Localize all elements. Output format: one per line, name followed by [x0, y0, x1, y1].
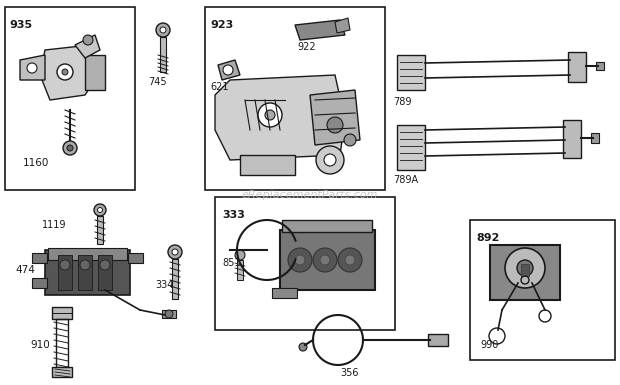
Text: 333: 333 — [222, 210, 245, 220]
Bar — [428, 334, 448, 346]
Circle shape — [60, 260, 70, 270]
Text: 621: 621 — [210, 82, 229, 92]
Text: 789A: 789A — [393, 175, 418, 185]
Bar — [397, 55, 425, 90]
Bar — [568, 52, 586, 82]
Circle shape — [324, 154, 336, 166]
Circle shape — [27, 63, 37, 73]
Polygon shape — [295, 20, 345, 40]
Bar — [237, 260, 243, 280]
Polygon shape — [20, 55, 45, 80]
Bar — [5, 7, 135, 190]
Circle shape — [172, 249, 178, 255]
Bar — [160, 37, 166, 72]
Circle shape — [80, 260, 90, 270]
Bar — [490, 245, 560, 300]
Text: 923: 923 — [210, 20, 233, 30]
Bar — [282, 220, 372, 232]
Bar — [78, 255, 92, 290]
Circle shape — [327, 117, 343, 133]
Circle shape — [67, 145, 73, 151]
Bar — [397, 125, 425, 170]
Polygon shape — [310, 90, 360, 145]
Bar — [470, 220, 615, 360]
Circle shape — [299, 343, 307, 351]
Circle shape — [288, 248, 312, 272]
Circle shape — [165, 310, 173, 318]
Text: 356: 356 — [340, 368, 358, 378]
Polygon shape — [218, 60, 240, 80]
Bar — [98, 255, 112, 290]
Circle shape — [100, 260, 110, 270]
Bar — [591, 133, 599, 143]
Bar — [280, 230, 375, 290]
Circle shape — [313, 248, 337, 272]
Circle shape — [57, 64, 73, 80]
Circle shape — [160, 27, 166, 33]
Bar — [205, 7, 385, 190]
Bar — [56, 319, 68, 367]
Text: 892: 892 — [476, 233, 499, 243]
Circle shape — [62, 69, 68, 75]
Polygon shape — [240, 155, 295, 175]
Bar — [215, 197, 395, 330]
Text: 745: 745 — [148, 77, 167, 87]
Text: 935: 935 — [9, 20, 32, 30]
Circle shape — [83, 35, 93, 45]
Circle shape — [505, 248, 545, 288]
Bar — [45, 250, 130, 295]
Circle shape — [97, 208, 102, 213]
Circle shape — [338, 248, 362, 272]
Bar — [128, 253, 143, 263]
Bar — [32, 253, 47, 263]
Polygon shape — [215, 75, 345, 160]
Circle shape — [345, 255, 355, 265]
Circle shape — [320, 255, 330, 265]
Circle shape — [223, 65, 233, 75]
Circle shape — [517, 260, 533, 276]
Bar — [172, 259, 178, 299]
Circle shape — [168, 245, 182, 259]
Bar — [58, 255, 72, 290]
Text: 334: 334 — [155, 280, 174, 290]
Circle shape — [344, 134, 356, 146]
Bar — [32, 278, 47, 288]
Text: 1160: 1160 — [23, 158, 50, 168]
Bar — [52, 307, 72, 319]
Text: 1119: 1119 — [42, 220, 66, 230]
Circle shape — [94, 204, 106, 216]
Text: 922: 922 — [297, 42, 316, 52]
Bar — [563, 120, 581, 158]
Text: 910: 910 — [30, 340, 50, 350]
Polygon shape — [85, 55, 105, 90]
Circle shape — [63, 141, 77, 155]
Polygon shape — [40, 45, 95, 100]
Text: eReplacementParts.com: eReplacementParts.com — [242, 190, 378, 200]
Bar — [97, 216, 103, 244]
Bar — [48, 248, 127, 260]
Text: 474: 474 — [15, 265, 35, 275]
Polygon shape — [75, 35, 100, 58]
Circle shape — [295, 255, 305, 265]
Circle shape — [258, 103, 282, 127]
Circle shape — [235, 250, 245, 260]
Text: 851: 851 — [222, 258, 241, 268]
Circle shape — [265, 110, 275, 120]
Text: 990: 990 — [480, 340, 498, 350]
Bar — [596, 62, 604, 70]
Bar — [162, 310, 176, 318]
Bar — [52, 367, 72, 377]
Circle shape — [316, 146, 344, 174]
Text: 789: 789 — [393, 97, 412, 107]
Circle shape — [156, 23, 170, 37]
Bar — [521, 264, 529, 276]
Bar — [272, 288, 297, 298]
Polygon shape — [335, 18, 350, 33]
